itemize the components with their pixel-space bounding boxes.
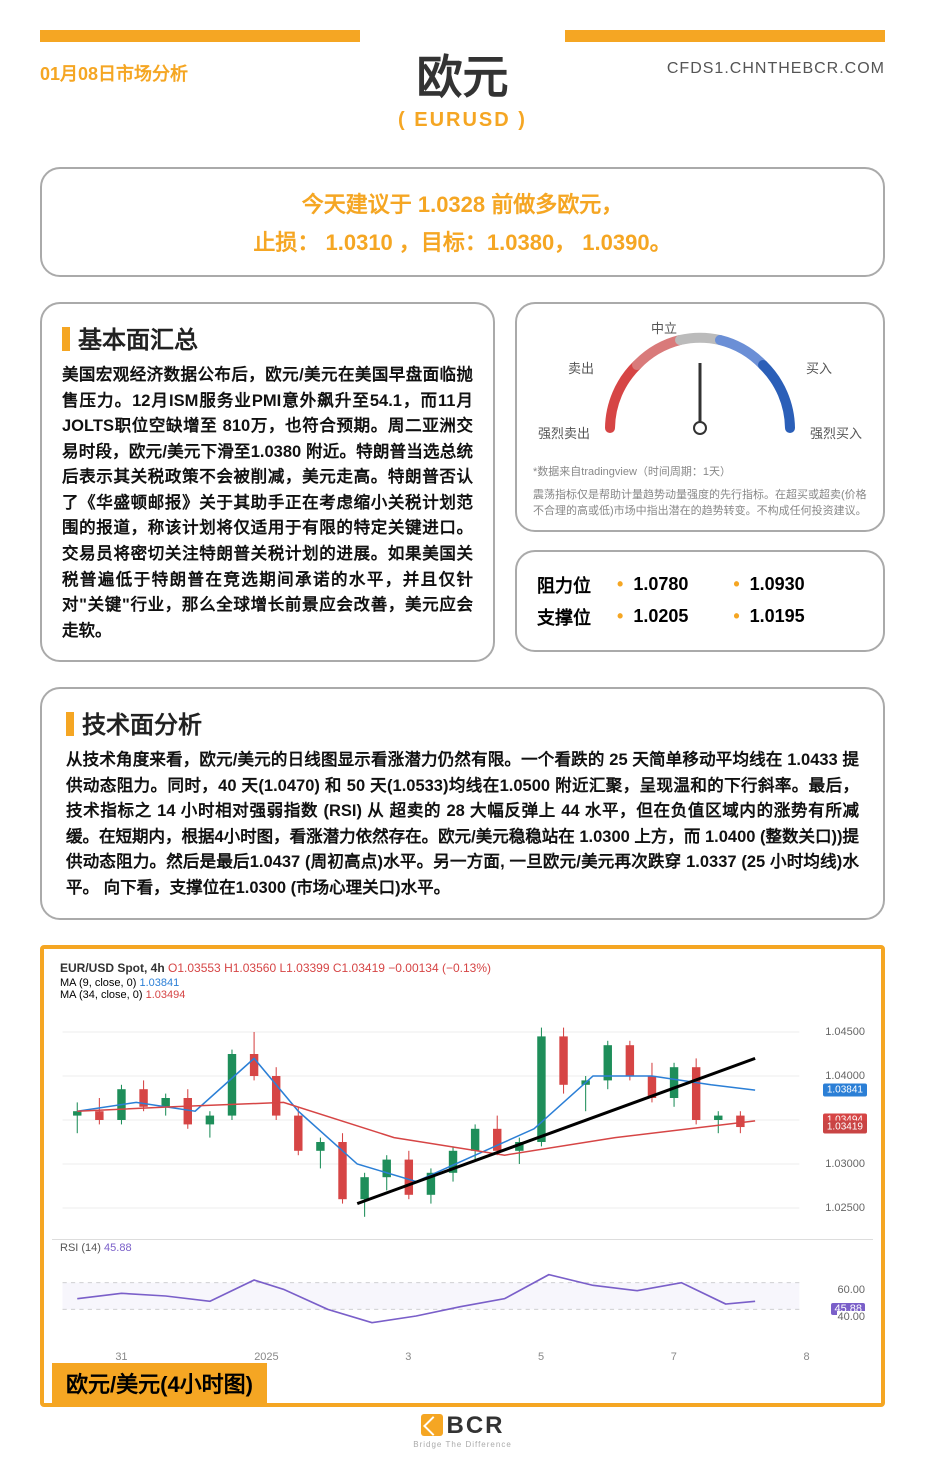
footer: BCR Bridge The Difference <box>0 1412 925 1449</box>
ma2-label: MA (34, close, 0) 1.03494 <box>52 989 873 1001</box>
support-v2: 1.0195 <box>750 606 840 627</box>
x-tick: 7 <box>671 1351 677 1363</box>
chart-ohlc-o: O1.03553 <box>168 961 221 975</box>
chart-header: EUR/USD Spot, 4h O1.03553 H1.03560 L1.03… <box>52 959 873 977</box>
gauge-label-strong-buy: 强烈买入 <box>810 423 862 442</box>
fundamental-title: 基本面汇总 <box>62 320 473 355</box>
header: 01月08日市场分析 CFDS1.CHNTHEBCR.COM 欧元 ( EURU… <box>0 0 925 142</box>
recommendation-line1: 今天建议于 1.0328 前做多欧元， <box>62 187 863 219</box>
resistance-v1: 1.0780 <box>633 574 723 595</box>
bullet-icon: • <box>617 606 623 627</box>
chart-symbol: EUR/USD Spot, 4h <box>60 961 165 975</box>
x-tick: 2025 <box>254 1351 278 1363</box>
technical-box: 技术面分析 从技术角度来看，欧元/美元的日线图显示看涨潜力仍然有限。一个看跌的 … <box>40 687 885 919</box>
y-tick: 1.02500 <box>825 1202 865 1214</box>
resistance-row: 阻力位 • 1.0780 • 1.0930 <box>537 572 863 598</box>
fundamental-body: 美国宏观经济数据公布后，欧元/美元在美国早盘面临抛售压力。12月ISM服务业PM… <box>62 363 473 644</box>
gauge-label-sell: 卖出 <box>568 358 594 377</box>
technical-body: 从技术角度来看，欧元/美元的日线图显示看涨潜力仍然有限。一个看跌的 25 天简单… <box>66 748 859 901</box>
chart-ohlc-l: L1.03399 <box>279 961 329 975</box>
resistance-label: 阻力位 <box>537 572 607 598</box>
y-tick: 1.04000 <box>825 1070 865 1082</box>
x-tick: 8 <box>804 1351 810 1363</box>
site-url: CFDS1.CHNTHEBCR.COM <box>667 60 885 78</box>
support-label: 支撑位 <box>537 604 607 630</box>
bullet-icon: • <box>733 574 739 595</box>
gauge-label-neutral: 中立 <box>651 318 677 337</box>
chart-change: −0.00134 (−0.13%) <box>388 961 491 975</box>
rsi-tick: 60.00 <box>837 1284 865 1296</box>
technical-title: 技术面分析 <box>66 705 859 740</box>
chart-caption: 欧元/美元(4小时图) <box>52 1363 267 1403</box>
y-tick: 1.03000 <box>825 1158 865 1170</box>
candlestick-chart: 1.045001.040001.035001.030001.02500 1.03… <box>52 1005 873 1235</box>
logo-icon <box>421 1414 443 1436</box>
bullet-icon: • <box>733 606 739 627</box>
footer-tagline: Bridge The Difference <box>0 1440 925 1449</box>
price-tag: 1.03419 <box>823 1120 867 1133</box>
fundamental-box: 基本面汇总 美国宏观经济数据公布后，欧元/美元在美国早盘面临抛售压力。12月IS… <box>40 302 495 662</box>
gauge-label-strong-sell: 强烈卖出 <box>538 423 590 442</box>
recommendation-box: 今天建议于 1.0328 前做多欧元， 止损： 1.0310 ，目标：1.038… <box>40 167 885 277</box>
ma1-label: MA (9, close, 0) 1.03841 <box>52 977 873 989</box>
rsi-value: 45.88 <box>104 1242 132 1254</box>
chart-ohlc-c: C1.03419 <box>333 961 385 975</box>
y-tick: 1.04500 <box>825 1026 865 1038</box>
x-tick: 31 <box>115 1351 127 1363</box>
support-v1: 1.0205 <box>633 606 723 627</box>
rsi-chart: RSI (14) 45.88 60.0045.8840.00 <box>52 1239 873 1349</box>
header-accent-right <box>565 30 885 42</box>
gauge-note2: 震荡指标仅是帮助计量趋势动量强度的先行指标。在超买或超卖(价格不合理的高或低)市… <box>533 487 867 520</box>
page-subtitle: ( EURUSD ) <box>40 109 885 132</box>
gauge-note1: *数据来自tradingview（时间周期：1天） <box>533 464 867 481</box>
bullet-icon: • <box>617 574 623 595</box>
x-tick: 5 <box>538 1351 544 1363</box>
rsi-label: RSI (14) <box>60 1242 101 1254</box>
x-tick: 3 <box>405 1351 411 1363</box>
header-accent-left <box>40 30 360 42</box>
recommendation-line2: 止损： 1.0310 ，目标：1.0380， 1.0390。 <box>62 225 863 257</box>
resistance-v2: 1.0930 <box>750 574 840 595</box>
footer-logo: BCR <box>0 1412 925 1440</box>
sentiment-gauge: 强烈卖出 卖出 中立 买入 强烈买入 <box>533 318 867 458</box>
sentiment-gauge-box: 强烈卖出 卖出 中立 买入 强烈买入 *数据来自tradingview（时间周期… <box>515 302 885 532</box>
support-row: 支撑位 • 1.0205 • 1.0195 <box>537 604 863 630</box>
gauge-label-buy: 买入 <box>806 358 832 377</box>
rsi-tick: 40.00 <box>837 1311 865 1323</box>
levels-box: 阻力位 • 1.0780 • 1.0930 支撑位 • 1.0205 • 1.0… <box>515 550 885 652</box>
price-tag: 1.03841 <box>823 1083 867 1096</box>
price-chart-box: EUR/USD Spot, 4h O1.03553 H1.03560 L1.03… <box>40 945 885 1407</box>
chart-ohlc-h: H1.03560 <box>224 961 276 975</box>
